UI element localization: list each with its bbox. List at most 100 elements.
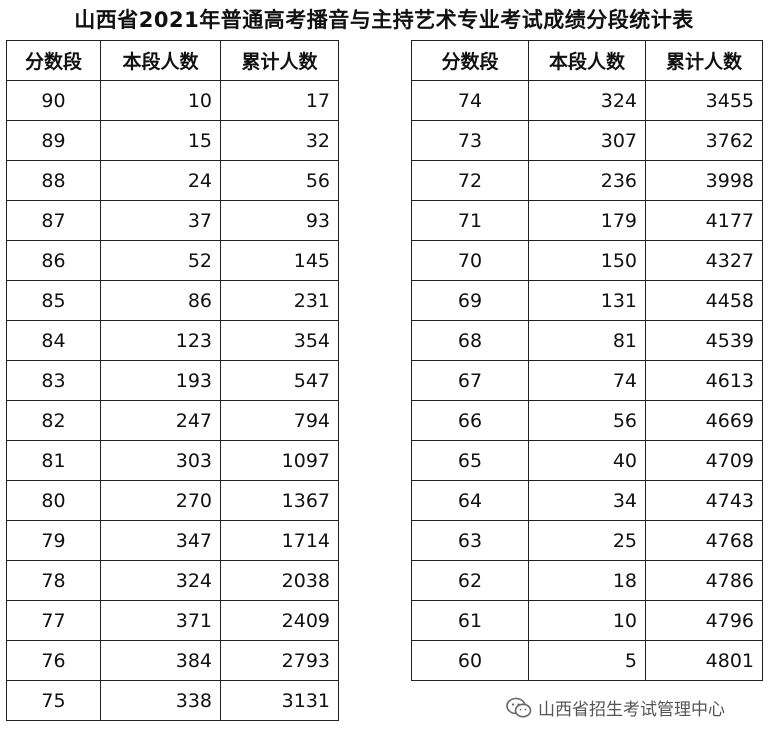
table-row: 89 15 32 bbox=[6, 120, 339, 161]
cumulative-count-cell: 231 bbox=[220, 280, 339, 321]
cumulative-count-cell: 145 bbox=[220, 240, 339, 281]
score-cell: 66 bbox=[411, 400, 529, 441]
cumulative-count-cell: 17 bbox=[220, 80, 339, 121]
cumulative-count-cell: 1097 bbox=[220, 440, 339, 481]
score-cell: 61 bbox=[411, 600, 529, 641]
segment-count-cell: 384 bbox=[100, 640, 221, 681]
table-row: 73 307 3762 bbox=[411, 120, 763, 161]
cumulative-count-cell: 3455 bbox=[645, 80, 763, 121]
segment-count-cell: 18 bbox=[528, 560, 646, 601]
table-row: 87 37 93 bbox=[6, 200, 339, 241]
score-table-right: 分数段 本段人数 累计人数 74 324 3455 73 307 3762 72 236 399… bbox=[411, 40, 763, 681]
segment-count-cell: 37 bbox=[100, 200, 221, 241]
cumulative-count-cell: 4801 bbox=[645, 640, 763, 681]
cumulative-count-cell: 1367 bbox=[220, 480, 339, 521]
score-cell: 71 bbox=[411, 200, 529, 241]
header-score: 分数段 bbox=[6, 40, 101, 81]
segment-count-cell: 5 bbox=[528, 640, 646, 681]
score-cell: 86 bbox=[6, 240, 101, 281]
cumulative-count-cell: 2409 bbox=[220, 600, 339, 641]
segment-count-cell: 25 bbox=[528, 520, 646, 561]
segment-count-cell: 247 bbox=[100, 400, 221, 441]
table-row: 68 81 4539 bbox=[411, 320, 763, 361]
segment-count-cell: 179 bbox=[528, 200, 646, 241]
header-cumulative-count: 累计人数 bbox=[645, 40, 763, 81]
table-row: 88 24 56 bbox=[6, 160, 339, 201]
header-score: 分数段 bbox=[411, 40, 529, 81]
table-header-row: 分数段 本段人数 累计人数 bbox=[411, 40, 763, 81]
score-cell: 78 bbox=[6, 560, 101, 601]
segment-count-cell: 10 bbox=[100, 80, 221, 121]
score-cell: 84 bbox=[6, 320, 101, 361]
table-row: 80 270 1367 bbox=[6, 480, 339, 521]
cumulative-count-cell: 1714 bbox=[220, 520, 339, 561]
segment-count-cell: 131 bbox=[528, 280, 646, 321]
score-cell: 60 bbox=[411, 640, 529, 681]
score-cell: 67 bbox=[411, 360, 529, 401]
cumulative-count-cell: 794 bbox=[220, 400, 339, 441]
score-cell: 77 bbox=[6, 600, 101, 641]
cumulative-count-cell: 4796 bbox=[645, 600, 763, 641]
table-row: 66 56 4669 bbox=[411, 400, 763, 441]
table-row: 83 193 547 bbox=[6, 360, 339, 401]
cumulative-count-cell: 4327 bbox=[645, 240, 763, 281]
table-row: 76 384 2793 bbox=[6, 640, 339, 681]
score-cell: 64 bbox=[411, 480, 529, 521]
table-row: 74 324 3455 bbox=[411, 80, 763, 121]
score-cell: 68 bbox=[411, 320, 529, 361]
header-segment-count: 本段人数 bbox=[100, 40, 221, 81]
cumulative-count-cell: 32 bbox=[220, 120, 339, 161]
cumulative-count-cell: 2038 bbox=[220, 560, 339, 601]
score-cell: 69 bbox=[411, 280, 529, 321]
watermark: 山西省招生考试管理中心 bbox=[506, 695, 725, 720]
cumulative-count-cell: 4768 bbox=[645, 520, 763, 561]
cumulative-count-cell: 3762 bbox=[645, 120, 763, 161]
score-cell: 65 bbox=[411, 440, 529, 481]
cumulative-count-cell: 4177 bbox=[645, 200, 763, 241]
table-row: 75 338 3131 bbox=[6, 680, 339, 721]
segment-count-cell: 324 bbox=[528, 80, 646, 121]
cumulative-count-cell: 4458 bbox=[645, 280, 763, 321]
cumulative-count-cell: 4743 bbox=[645, 480, 763, 521]
header-segment-count: 本段人数 bbox=[528, 40, 646, 81]
cumulative-count-cell: 93 bbox=[220, 200, 339, 241]
table-row: 79 347 1714 bbox=[6, 520, 339, 561]
score-cell: 82 bbox=[6, 400, 101, 441]
segment-count-cell: 81 bbox=[528, 320, 646, 361]
segment-count-cell: 123 bbox=[100, 320, 221, 361]
score-cell: 88 bbox=[6, 160, 101, 201]
segment-count-cell: 52 bbox=[100, 240, 221, 281]
segment-count-cell: 40 bbox=[528, 440, 646, 481]
score-cell: 79 bbox=[6, 520, 101, 561]
score-cell: 87 bbox=[6, 200, 101, 241]
score-cell: 83 bbox=[6, 360, 101, 401]
cumulative-count-cell: 3131 bbox=[220, 680, 339, 721]
score-cell: 89 bbox=[6, 120, 101, 161]
table-header-row: 分数段 本段人数 累计人数 bbox=[6, 40, 339, 81]
cumulative-count-cell: 4669 bbox=[645, 400, 763, 441]
cumulative-count-cell: 4786 bbox=[645, 560, 763, 601]
score-cell: 90 bbox=[6, 80, 101, 121]
score-cell: 80 bbox=[6, 480, 101, 521]
segment-count-cell: 193 bbox=[100, 360, 221, 401]
table-row: 86 52 145 bbox=[6, 240, 339, 281]
segment-count-cell: 86 bbox=[100, 280, 221, 321]
table-row: 90 10 17 bbox=[6, 80, 339, 121]
segment-count-cell: 270 bbox=[100, 480, 221, 521]
segment-count-cell: 74 bbox=[528, 360, 646, 401]
score-cell: 81 bbox=[6, 440, 101, 481]
page-title: 山西省2021年普通高考播音与主持艺术专业考试成绩分段统计表 bbox=[74, 8, 694, 32]
table-row: 84 123 354 bbox=[6, 320, 339, 361]
table-row: 77 371 2409 bbox=[6, 600, 339, 641]
table-row: 70 150 4327 bbox=[411, 240, 763, 281]
cumulative-count-cell: 4539 bbox=[645, 320, 763, 361]
segment-count-cell: 150 bbox=[528, 240, 646, 281]
cumulative-count-cell: 3998 bbox=[645, 160, 763, 201]
score-cell: 63 bbox=[411, 520, 529, 561]
score-cell: 76 bbox=[6, 640, 101, 681]
table-row: 65 40 4709 bbox=[411, 440, 763, 481]
segment-count-cell: 15 bbox=[100, 120, 221, 161]
table-row: 71 179 4177 bbox=[411, 200, 763, 241]
table-row: 60 5 4801 bbox=[411, 640, 763, 681]
segment-count-cell: 338 bbox=[100, 680, 221, 721]
